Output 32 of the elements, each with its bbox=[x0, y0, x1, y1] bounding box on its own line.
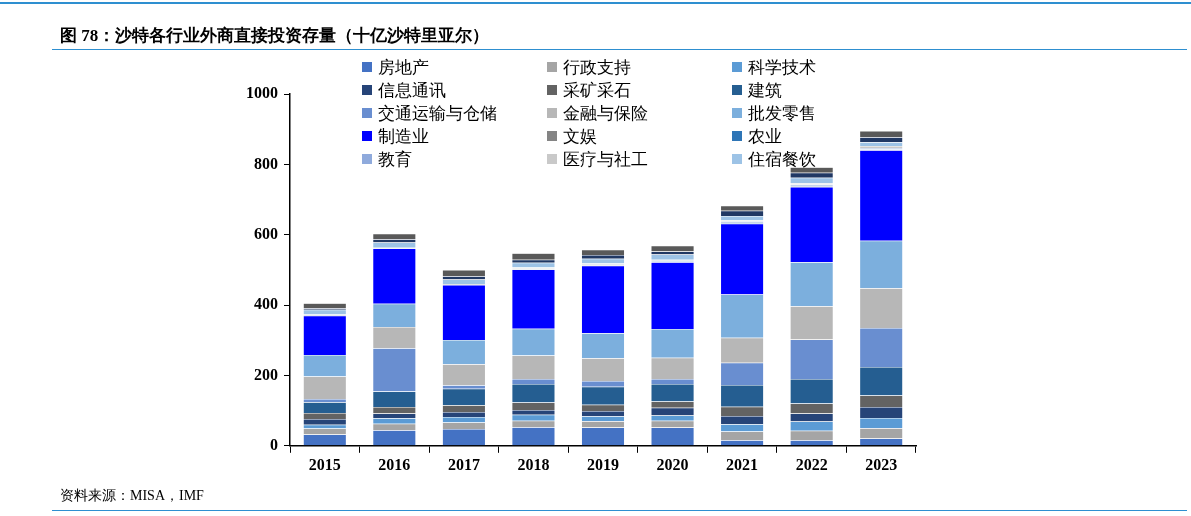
legend-label: 交通运输与仓储 bbox=[378, 102, 497, 125]
legend-label: 农业 bbox=[748, 125, 782, 148]
x-tick-label: 2021 bbox=[726, 455, 759, 473]
x-tick-label: 2019 bbox=[587, 455, 619, 473]
legend-label: 制造业 bbox=[378, 125, 429, 148]
legend-label: 科学技术 bbox=[748, 56, 816, 79]
text: 资料来源：MISA，IMF bbox=[60, 487, 204, 505]
legend-label: 住宿餐饮 bbox=[748, 148, 816, 171]
x-tick-label: 2017 bbox=[447, 455, 480, 473]
legend-label: 房地产 bbox=[378, 56, 429, 79]
legend-label: 批发零售 bbox=[748, 102, 816, 125]
legend-label: 教育 bbox=[378, 148, 412, 171]
x-tick-label: 2015 bbox=[308, 455, 341, 473]
y-tick-label: 400 bbox=[254, 295, 278, 313]
x-tick-label: 2018 bbox=[517, 455, 550, 473]
legend-label: 文娱 bbox=[563, 125, 597, 148]
legend-label: 建筑 bbox=[748, 79, 782, 102]
chart-title: 图 78：沙特各行业外商直接投资存量（十亿沙特里亚尔） bbox=[60, 25, 490, 47]
y-tick-label: 1000 bbox=[246, 84, 278, 102]
legend-label: 行政支持 bbox=[563, 56, 631, 79]
y-tick-label: 0 bbox=[270, 435, 278, 453]
y-tick-label: 600 bbox=[254, 224, 278, 242]
legend-label: 医疗与社工 bbox=[563, 148, 648, 171]
legend-label: 金融与保险 bbox=[563, 102, 648, 125]
legend-label: 采矿采石 bbox=[563, 79, 631, 102]
x-tick-label: 2022 bbox=[795, 455, 828, 473]
x-tick-label: 2023 bbox=[865, 455, 898, 473]
x-tick-label: 2020 bbox=[656, 455, 689, 473]
legend-label: 信息通讯 bbox=[378, 79, 446, 102]
x-tick-label: 2016 bbox=[378, 455, 411, 473]
y-tick-label: 200 bbox=[254, 365, 278, 383]
y-tick-label: 800 bbox=[254, 154, 278, 172]
